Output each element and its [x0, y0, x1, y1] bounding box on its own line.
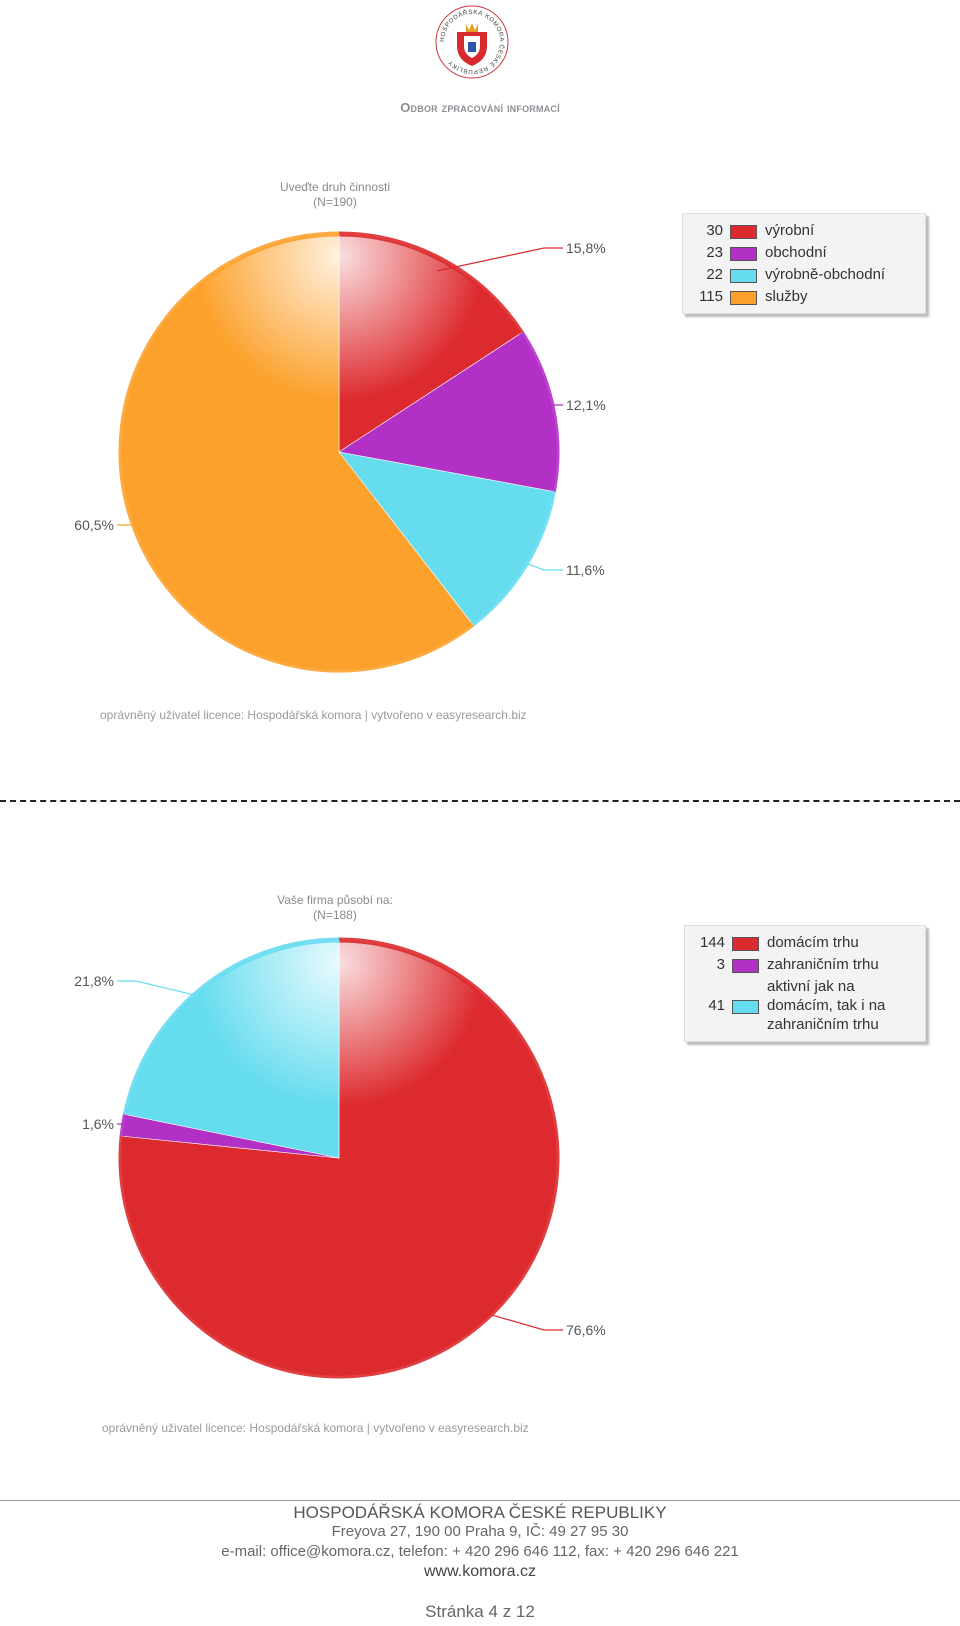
department-heading: Odbor zpracování informací — [400, 100, 560, 115]
page-current: 4 — [488, 1602, 498, 1621]
chart-1-legend: 30 výrobní 23 obchodní 22 výrobně-obchodní 115… — [682, 213, 926, 314]
footer-rule — [0, 1500, 960, 1501]
legend-swatch — [732, 959, 759, 973]
legend-count: 22 — [706, 266, 723, 283]
chart-1-slice-3-rim — [471, 491, 556, 627]
legend-swatch — [730, 269, 757, 283]
legend-swatch — [732, 1000, 759, 1014]
chart-1-leader-1 — [436, 247, 563, 272]
chart-1-slice-1-rim — [338, 231, 524, 335]
legend-label: obchodní — [765, 244, 827, 261]
chart-1-subtitle: (N=190) — [313, 195, 357, 209]
cut-line — [0, 800, 960, 802]
chamber-logo: HOSPODÁŘSKÁ KOMORA ČESKÉ REPUBLIKY — [435, 5, 509, 79]
chart-2-value-label-2: 1,6% — [82, 1116, 114, 1132]
chart-2-value-label-3: 21,8% — [74, 973, 114, 989]
legend-count: 115 — [699, 288, 723, 305]
footer-org-name: HOSPODÁŘSKÁ KOMORA ČESKÉ REPUBLIKY — [293, 1503, 667, 1522]
legend-swatch — [730, 291, 757, 305]
chart-2-slice-2-rim — [119, 1113, 128, 1137]
chart-2-slice-3-rim — [122, 937, 340, 1115]
chart-1-legend-item-1: 30 výrobní — [689, 221, 919, 240]
chart-2-slice-1-rim — [118, 937, 560, 1379]
legend-label: výrobně-obchodní — [765, 266, 886, 283]
footer-contact: e-mail: office@komora.cz, telefon: + 420… — [221, 1543, 739, 1560]
chart-1-leader-2 — [540, 404, 563, 412]
footer-website-link[interactable]: www.komora.cz — [423, 1563, 537, 1580]
footer-address: Freyova 27, 190 00 Praha 9, IČ: 49 27 95… — [331, 1523, 629, 1540]
legend-label: domácím trhu — [767, 934, 859, 951]
chart-2-leader-1 — [476, 1310, 563, 1331]
chart-1-slice-4-rim — [118, 231, 475, 673]
legend-label: výrobní — [765, 222, 815, 239]
chart-1-legend-item-3: 22 výrobně-obchodní — [689, 265, 919, 284]
chart-2-subtitle: (N=188) — [313, 908, 357, 922]
chart-1-slice-2-rim — [519, 331, 560, 492]
chart-1-value-label-1: 15,8% — [566, 240, 606, 256]
legend-count: 30 — [706, 222, 723, 239]
chart-1-license: oprávněný uživatel licence: Hospodářská … — [100, 708, 527, 722]
chart-2-leader-3 — [117, 980, 209, 1000]
page-number: Stránka 4 z 12 — [0, 1602, 960, 1622]
crown-icon — [466, 23, 478, 32]
legend-count: 23 — [706, 244, 723, 261]
page-prefix: Stránka — [425, 1602, 484, 1621]
chart-2-legend-item-1: 144 domácím trhu — [691, 933, 919, 952]
chart-2-license: oprávněný uživatel licence: Hospodářská … — [102, 1421, 529, 1435]
chart-1-value-label-4: 60,5% — [74, 517, 114, 533]
legend-count: 3 — [716, 956, 725, 973]
chart-1-title: Uveďte druh činnosti — [279, 180, 391, 194]
chart-1-title-block: Uveďte druh činnosti (N=190) — [240, 180, 430, 210]
chart-2-value-label-1: 76,6% — [566, 1322, 606, 1338]
chart-2-legend-item-3: 41 aktivní jak na domácím, tak i na zahra… — [691, 977, 919, 1034]
page-separator: z — [502, 1602, 512, 1621]
chart-2-pie: 76,6% 1,6% 21,8% — [74, 937, 606, 1379]
chart-1-value-label-3: 11,6% — [566, 562, 605, 578]
legend-count: 144 — [699, 934, 725, 951]
chart-1-pie: 15,8% 12,1% 11,6% 60,5% — [74, 231, 606, 673]
legend-label: zahraničním trhu — [767, 956, 879, 973]
legend-swatch — [730, 225, 757, 239]
chart-2-leader-2 — [117, 1123, 137, 1128]
legend-swatch — [732, 937, 759, 951]
chart-2-title-block: Vaše firma působí na: (N=188) — [240, 893, 430, 923]
legend-swatch — [730, 247, 757, 261]
legend-label: aktivní jak na domácím, tak i na zahrani… — [767, 978, 886, 1033]
chart-1-legend-item-2: 23 obchodní — [689, 243, 919, 262]
chart-1-value-label-2: 12,1% — [566, 397, 606, 413]
chart-1-leader-3 — [514, 558, 563, 571]
chart-1-leader-4 — [117, 518, 145, 526]
chart-2-title: Vaše firma působí na: — [277, 893, 393, 907]
chart-1-legend-item-4: 115 služby — [689, 287, 919, 306]
chart-2-legend-item-2: 3 zahraničním trhu — [691, 955, 919, 974]
legend-count: 41 — [708, 997, 725, 1014]
chart-2-legend: 144 domácím trhu 3 zahraničním trhu 41 aktivn… — [684, 925, 926, 1042]
legend-label: služby — [765, 288, 808, 305]
page-total: 12 — [515, 1602, 535, 1621]
